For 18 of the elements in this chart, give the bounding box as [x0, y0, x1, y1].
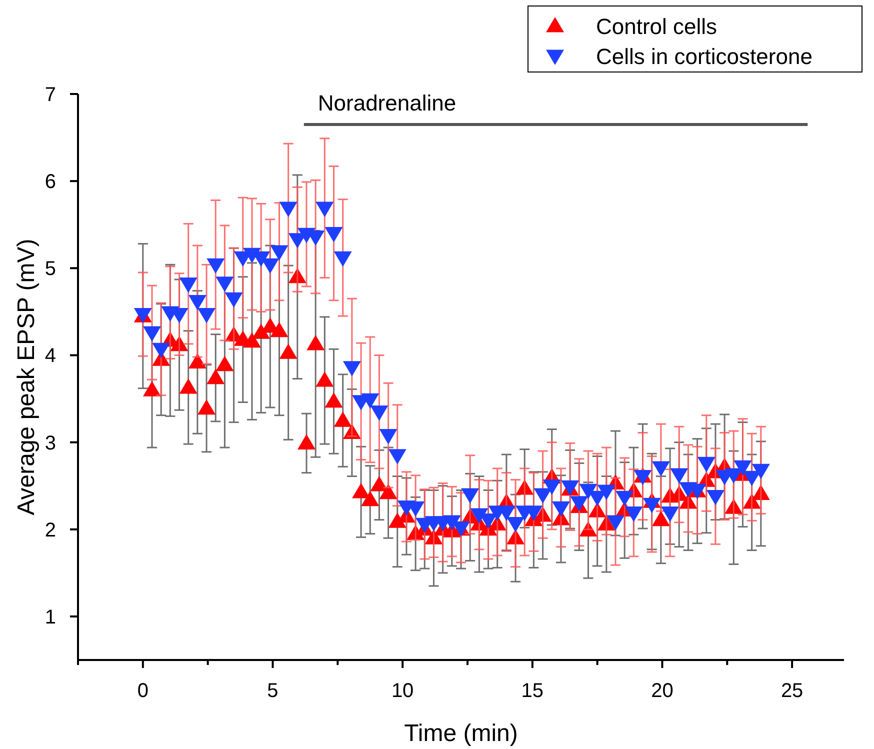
y-tick-label: 7 [44, 84, 56, 106]
y-tick-label: 3 [44, 432, 56, 454]
x-tick-label: 15 [521, 680, 544, 702]
y-tick-label: 5 [44, 258, 56, 280]
y-tick-label: 4 [44, 345, 56, 368]
y-axis-title: Average peak EPSP (mV) [13, 238, 40, 516]
y-tick-label: 2 [44, 519, 56, 542]
x-tick-label: 25 [780, 680, 804, 702]
legend-label: Control cells [596, 14, 718, 39]
x-tick-label: 5 [267, 680, 278, 702]
legend-label: Cells in corticosterone [596, 44, 812, 69]
y-tick-label: 6 [44, 171, 56, 194]
annotation: Noradrenaline [318, 90, 456, 116]
x-tick-label: 20 [651, 680, 674, 702]
x-axis-title: Time (min) [404, 720, 518, 747]
x-tick-label: 0 [137, 680, 148, 702]
y-tick-label: 1 [44, 606, 56, 628]
x-tick-label: 10 [391, 680, 414, 702]
